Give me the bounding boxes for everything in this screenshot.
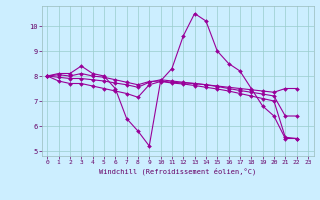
- X-axis label: Windchill (Refroidissement éolien,°C): Windchill (Refroidissement éolien,°C): [99, 168, 256, 175]
